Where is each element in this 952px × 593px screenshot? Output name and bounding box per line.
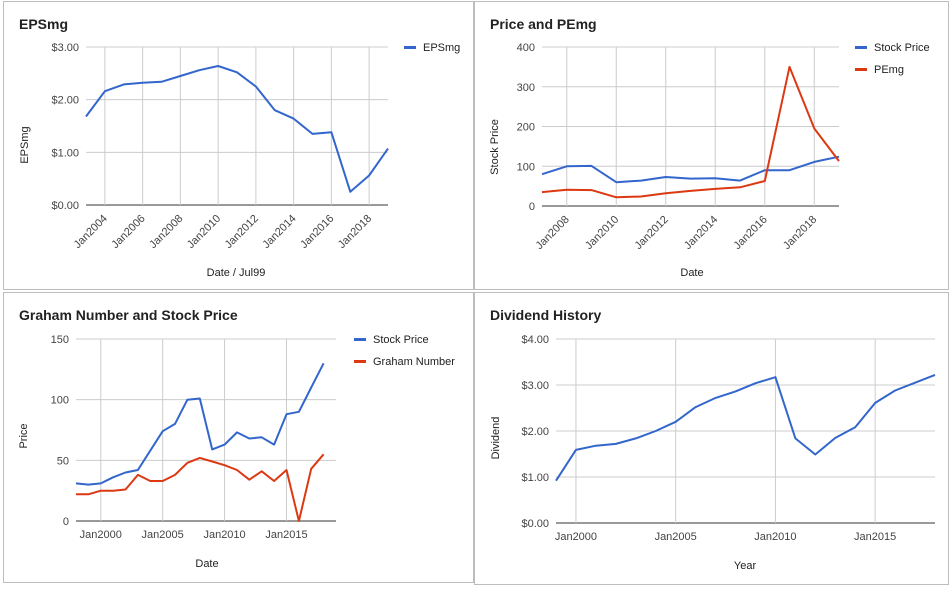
epsmg-chart-panel: EPSmg $0.00 $1.00 $2.00 $3.00 Jan2004 Jan200… [3,1,474,290]
x-tick-label: Jan2005 [142,529,184,541]
epsmg-chart: EPSmg $0.00$1.00$2.00$3.00 Jan2004 Jan200… [19,16,460,279]
x-axis-label: Year [734,560,757,572]
dividend-history-chart: Dividend History $0.00 $1.00 $2.00 $3.00 $4.… [490,307,936,572]
x-tick-label: Jan2012 [633,214,671,252]
x-tick-label: Jan2016 [732,214,770,252]
x-tick-label: Jan2010 [754,531,796,543]
series-line-stock-price [75,362,325,486]
y-axis-label: Price [18,423,30,448]
y-tick-label: 50 [57,455,69,467]
y-tick-label: $0.00 [521,518,549,530]
y-tick-label: 0 [63,516,69,528]
graham-number-chart-panel: Graham Number and Stock Price 0 50 100 150 … [3,292,474,583]
x-tick-label: Jan2014 [260,213,298,251]
x-tick-label: Jan2000 [555,531,597,543]
y-tick-label: 0 [529,201,535,213]
chart-title: Dividend History [490,307,601,323]
x-tick-label: Jan2004 [72,213,110,251]
y-axis-label: Dividend [490,417,502,460]
x-tick-label: Jan2006 [109,213,147,251]
series-line-dividend [555,373,936,482]
legend: Stock Price Graham Number [354,334,455,368]
y-axis-label: EPSmg [19,126,31,163]
x-axis-label: Date / Jul99 [207,267,266,279]
y-tick-label: $3.00 [51,42,79,54]
dividend-history-chart-panel: Dividend History $0.00 $1.00 $2.00 $3.00 $4.… [474,292,949,585]
legend-swatch-stock-price [354,338,366,341]
legend-swatch-stock-price [855,46,867,49]
y-tick-label: 200 [517,122,535,134]
x-tick-label: Jan2008 [534,214,572,252]
x-tick-label: Jan2008 [147,213,185,251]
legend-label-graham-number: Graham Number [373,356,455,368]
x-tick-label: Jan2000 [80,529,122,541]
x-axis-label: Date [195,558,218,570]
chart-title: Graham Number and Stock Price [19,307,238,323]
legend-swatch-graham-number [354,360,366,363]
y-tick-label: $2.00 [521,426,549,438]
legend-swatch-pemg [855,68,867,71]
chart-title: EPSmg [19,16,68,32]
x-tick-label: Jan2010 [185,213,223,251]
series-line-epsmg [85,65,389,193]
graham-number-chart: Graham Number and Stock Price 050100150 … [18,307,455,570]
y-tick-label: $1.00 [521,472,549,484]
x-tick-label: Jan2018 [781,214,819,252]
x-tick-label: Jan2018 [336,213,374,251]
x-tick-label: Jan2010 [203,529,245,541]
x-tick-label: Jan2010 [583,214,621,252]
chart-title: Price and PEmg [490,16,597,32]
x-axis-label: Date [680,267,703,279]
y-tick-label: 300 [517,82,535,94]
series-line-graham-number [76,453,325,522]
legend: EPSmg [404,42,460,54]
legend: Stock Price PEmg [855,42,930,76]
y-axis-label: Stock Price [489,119,501,175]
legend-label-stock-price: Stock Price [373,334,429,346]
y-tick-label: 100 [51,395,69,407]
series-line-pemg [541,65,840,199]
x-tick-label: Jan2005 [655,531,697,543]
series-line-stock-price [541,155,840,184]
x-tick-label: Jan2012 [223,213,261,251]
x-tick-label: Jan2015 [854,531,896,543]
x-tick-label: Jan2016 [298,213,336,251]
legend-swatch-epsmg [404,46,416,49]
legend-label-pemg: PEmg [874,64,904,76]
y-tick-label: $3.00 [521,380,549,392]
x-tick-label: Jan2015 [265,529,307,541]
y-tick-label: 400 [517,42,535,54]
y-tick-label: 150 [51,334,69,346]
y-tick-label: $0.00 [51,200,79,212]
legend-label-stock-price: Stock Price [874,42,930,54]
x-tick-label: Jan2014 [682,214,720,252]
price-pemg-chart-panel: Price and PEmg 0 100 200 300 400 Jan2008 Jan2… [474,1,949,290]
price-pemg-chart: Price and PEmg 0 100 200 300 400 Jan2008 Jan2… [489,16,930,279]
y-tick-label: $4.00 [521,334,549,346]
y-tick-label: $1.00 [51,147,79,159]
legend-label-epsmg: EPSmg [423,42,460,54]
y-tick-label: 100 [517,161,535,173]
y-tick-label: $2.00 [51,95,79,107]
